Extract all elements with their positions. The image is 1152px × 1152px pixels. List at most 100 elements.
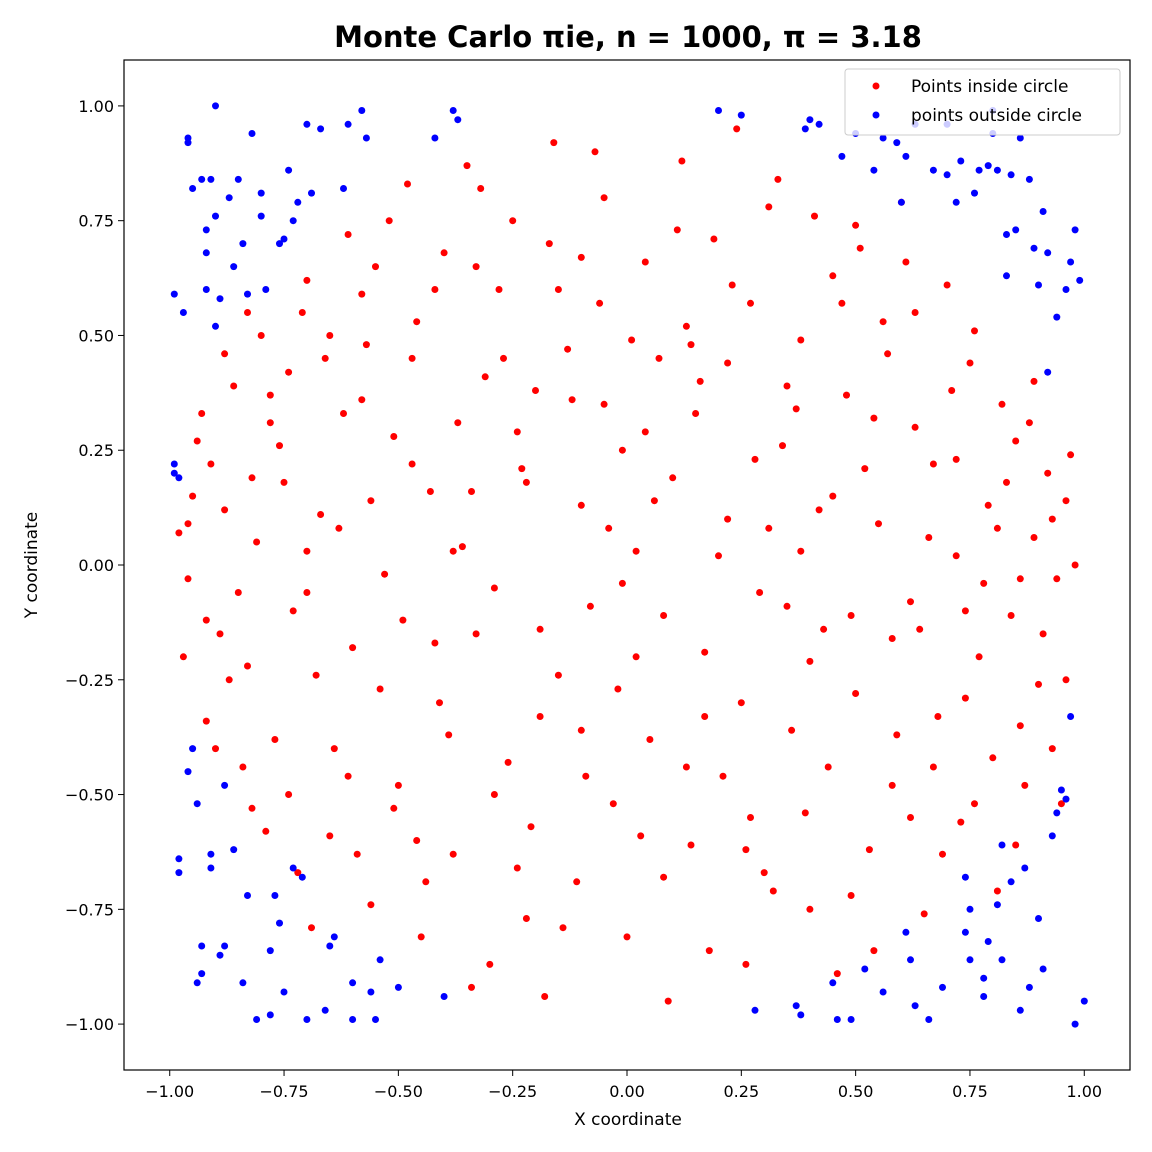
point-outside-99 <box>975 166 983 174</box>
point-inside-24 <box>358 396 366 404</box>
point-inside-89 <box>856 244 864 252</box>
x-axis-ticks: −1.00 −0.75 −0.50 −0.25 0.00 0.25 0.50 0.75 1.00 <box>145 1070 1102 1101</box>
point-inside-73 <box>733 125 741 133</box>
point-inside-7 <box>225 676 233 684</box>
point-inside-33 <box>426 488 434 495</box>
point-inside-19 <box>321 354 329 362</box>
point-inside-85 <box>829 272 837 280</box>
point-outside-78 <box>833 1016 841 1023</box>
point-inside-27 <box>381 570 389 578</box>
point-outside-69 <box>715 107 722 114</box>
point-inside-248 <box>632 653 640 661</box>
point-inside-145 <box>490 584 498 592</box>
point-outside-44 <box>285 166 293 174</box>
point-outside-49 <box>303 1016 311 1023</box>
point-outside-145 <box>1035 915 1042 922</box>
point-outside-24 <box>216 951 224 959</box>
point-outside-34 <box>248 130 256 137</box>
point-inside-189 <box>980 579 988 587</box>
point-inside-34 <box>436 699 443 707</box>
point-inside-48 <box>541 993 549 1000</box>
point-outside-136 <box>289 864 297 872</box>
point-outside-51 <box>317 125 325 133</box>
point-inside-241 <box>248 474 256 482</box>
x-axis-label: X coordinate <box>574 1110 682 1130</box>
point-outside-53 <box>326 942 334 950</box>
point-inside-151 <box>559 924 567 932</box>
point-outside-76 <box>815 120 823 128</box>
point-outside-137 <box>870 166 878 174</box>
point-outside-52 <box>321 1006 329 1014</box>
point-inside-161 <box>673 226 681 234</box>
point-inside-231 <box>870 414 878 422</box>
point-inside-193 <box>1025 419 1033 427</box>
point-inside-222 <box>682 322 690 330</box>
point-outside-96 <box>961 873 969 881</box>
point-inside-77 <box>765 203 773 211</box>
y-tick-label: 1.00 <box>78 97 114 116</box>
point-inside-229 <box>829 492 837 500</box>
point-inside-175 <box>824 763 832 771</box>
point-inside-50 <box>554 671 562 679</box>
point-outside-74 <box>801 125 809 133</box>
y-tick-label: −0.50 <box>65 786 114 805</box>
point-inside-176 <box>838 299 846 307</box>
point-outside-3 <box>175 474 183 482</box>
point-outside-132 <box>221 781 229 789</box>
point-outside-126 <box>1071 226 1079 234</box>
point-inside-173 <box>806 905 814 913</box>
point-outside-64 <box>394 983 402 991</box>
point-outside-121 <box>1053 313 1061 321</box>
point-inside-80 <box>788 726 796 734</box>
point-inside-143 <box>468 983 475 991</box>
point-inside-120 <box>207 460 215 468</box>
point-inside-233 <box>911 309 919 316</box>
point-outside-119 <box>1044 368 1052 376</box>
point-inside-11 <box>257 332 265 339</box>
point-inside-118 <box>179 653 187 661</box>
point-outside-124 <box>1067 258 1075 266</box>
point-inside-133 <box>353 850 361 858</box>
point-outside-26 <box>221 942 229 950</box>
point-outside-63 <box>376 956 384 964</box>
point-outside-14 <box>198 970 206 978</box>
point-inside-83 <box>811 212 818 220</box>
point-inside-217 <box>577 726 585 734</box>
point-outside-27 <box>225 194 233 202</box>
point-outside-94 <box>952 198 960 206</box>
point-inside-134 <box>362 341 370 349</box>
points-layer <box>170 102 1088 1028</box>
point-inside-141 <box>445 731 453 739</box>
point-outside-57 <box>349 1016 357 1023</box>
point-inside-239 <box>1030 377 1038 385</box>
point-inside-2 <box>193 437 201 445</box>
point-inside-9 <box>244 309 251 316</box>
point-outside-33 <box>244 892 251 899</box>
point-inside-127 <box>289 607 297 615</box>
legend-marker-inside <box>872 82 880 90</box>
y-tick-label: 0.25 <box>78 441 114 460</box>
point-inside-182 <box>902 258 910 266</box>
point-inside-200 <box>221 350 229 358</box>
point-inside-92 <box>879 318 887 326</box>
y-tick-label: 0.00 <box>78 556 114 575</box>
point-outside-92 <box>939 983 946 991</box>
point-outside-77 <box>829 979 837 987</box>
point-inside-46 <box>527 823 535 831</box>
point-outside-30 <box>234 175 242 183</box>
point-inside-194 <box>1039 630 1047 638</box>
point-inside-245 <box>468 488 475 495</box>
point-inside-170 <box>774 175 782 183</box>
point-inside-152 <box>568 396 576 404</box>
point-inside-93 <box>888 781 896 789</box>
point-outside-144 <box>1016 1006 1024 1014</box>
point-inside-243 <box>358 290 366 298</box>
point-inside-90 <box>865 846 873 854</box>
y-axis-label: Y coordinate <box>22 512 42 619</box>
point-outside-75 <box>806 116 814 124</box>
point-inside-144 <box>477 185 485 192</box>
point-inside-163 <box>696 377 704 385</box>
point-inside-67 <box>687 841 695 849</box>
point-inside-88 <box>852 690 860 697</box>
point-inside-174 <box>815 506 823 514</box>
